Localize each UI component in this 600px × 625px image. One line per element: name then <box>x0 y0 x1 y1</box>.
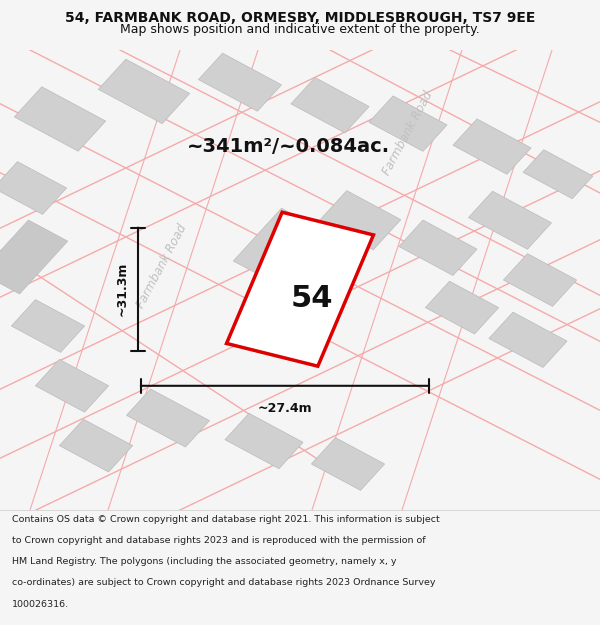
Polygon shape <box>35 359 109 412</box>
Polygon shape <box>291 78 369 133</box>
Text: 54, FARMBANK ROAD, ORMESBY, MIDDLESBROUGH, TS7 9EE: 54, FARMBANK ROAD, ORMESBY, MIDDLESBROUG… <box>65 11 535 25</box>
Polygon shape <box>319 191 401 250</box>
Polygon shape <box>0 220 68 294</box>
Polygon shape <box>469 191 551 249</box>
Polygon shape <box>369 96 447 151</box>
Text: to Crown copyright and database rights 2023 and is reproduced with the permissio: to Crown copyright and database rights 2… <box>12 536 425 545</box>
Polygon shape <box>311 438 385 491</box>
Text: HM Land Registry. The polygons (including the associated geometry, namely x, y: HM Land Registry. The polygons (includin… <box>12 557 397 566</box>
Text: ~27.4m: ~27.4m <box>257 402 313 415</box>
Polygon shape <box>399 220 477 276</box>
Text: Contains OS data © Crown copyright and database right 2021. This information is : Contains OS data © Crown copyright and d… <box>12 514 440 524</box>
Polygon shape <box>233 208 331 288</box>
Polygon shape <box>199 53 281 111</box>
Polygon shape <box>503 254 577 306</box>
Text: Farmbank Road: Farmbank Road <box>380 89 436 177</box>
Polygon shape <box>225 413 303 469</box>
Polygon shape <box>98 59 190 124</box>
Polygon shape <box>453 119 531 174</box>
Polygon shape <box>127 389 209 447</box>
Polygon shape <box>425 281 499 334</box>
Polygon shape <box>59 419 133 472</box>
Polygon shape <box>523 150 593 199</box>
Polygon shape <box>489 312 567 368</box>
Polygon shape <box>0 162 67 214</box>
Text: 54: 54 <box>291 284 333 313</box>
Text: ~341m²/~0.084ac.: ~341m²/~0.084ac. <box>187 137 389 156</box>
Polygon shape <box>11 299 85 352</box>
Polygon shape <box>227 213 373 366</box>
Text: Farmbank Road: Farmbank Road <box>134 222 190 311</box>
Text: Map shows position and indicative extent of the property.: Map shows position and indicative extent… <box>120 23 480 36</box>
Polygon shape <box>14 87 106 151</box>
Text: ~31.3m: ~31.3m <box>116 262 129 316</box>
Text: 100026316.: 100026316. <box>12 600 69 609</box>
Text: co-ordinates) are subject to Crown copyright and database rights 2023 Ordnance S: co-ordinates) are subject to Crown copyr… <box>12 578 436 587</box>
